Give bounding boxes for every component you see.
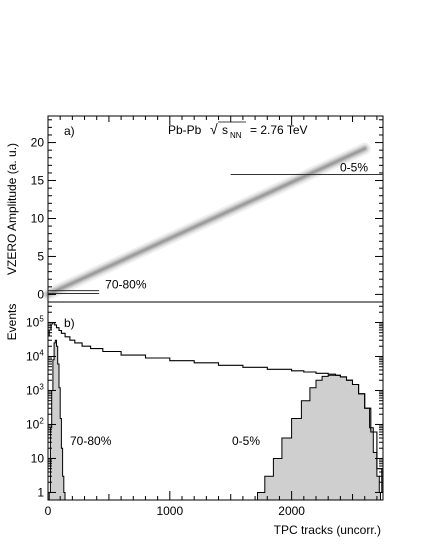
b-ytick-label-3: 103 — [26, 382, 44, 397]
panel-b-ylabel: Events — [5, 304, 19, 341]
panel-a: 0-5% 70-80% 0 5 10 15 20 a) Pb-Pb √ s NN = 2.… — [5, 115, 384, 303]
histograms — [48, 321, 383, 501]
b-ytick-label-2: 102 — [26, 416, 44, 431]
energy-annotation: √ s NN = 2.76 TeV — [210, 121, 308, 140]
collision-system: Pb-Pb — [168, 123, 202, 137]
b-ytick-label-0: 1 — [37, 485, 44, 499]
a-ytick-label-4: 20 — [31, 136, 45, 150]
hist-minimum-bias — [48, 321, 383, 494]
energy-symbol: s — [222, 123, 228, 137]
a-ytick-label-0: 0 — [37, 287, 44, 301]
central-label: 0-5% — [232, 434, 260, 448]
a-ytick-label-2: 10 — [31, 211, 45, 225]
b-ytick-label-5: 105 — [26, 314, 44, 329]
band-layer-2 — [45, 146, 368, 297]
b-ytick-label-4: 104 — [26, 348, 44, 363]
energy-value: = 2.76 TeV — [250, 123, 308, 137]
b-xtick-label-2: 2000 — [278, 504, 305, 518]
cut-label-0: 0-5% — [340, 160, 368, 174]
cut-label-1: 70-80% — [105, 278, 147, 292]
peripheral-label: 70-80% — [70, 434, 112, 448]
hist-peripheral — [48, 339, 66, 501]
b-xtick-label-0: 0 — [45, 504, 52, 518]
a-ytick-label-1: 5 — [37, 249, 44, 263]
sqrt-symbol: √ — [210, 121, 218, 137]
panel-b-label: b) — [64, 316, 75, 330]
b-xtick-label-1: 1000 — [156, 504, 183, 518]
panel-b-axes: 1 10 102 103 104 105 0 1000 2000 — [26, 301, 383, 518]
band-layer-3 — [46, 147, 366, 296]
panel-b-xlabel: TPC tracks (uncorr.) — [274, 523, 381, 537]
band-layer-0 — [42, 142, 371, 301]
correlation-band — [42, 142, 371, 301]
b-ytick-label-1: 10 — [31, 451, 45, 465]
a-ytick-label-3: 15 — [31, 174, 45, 188]
panel-a-ylabel: VZERO Amplitude (a. u.) — [5, 143, 19, 275]
panel-a-label: a) — [64, 124, 75, 138]
energy-subscript: NN — [230, 131, 242, 140]
panel-a-axes: 0 5 10 15 20 — [31, 116, 383, 301]
band-layer-1 — [44, 144, 369, 299]
centrality-cuts: 0-5% 70-80% — [48, 160, 383, 294]
